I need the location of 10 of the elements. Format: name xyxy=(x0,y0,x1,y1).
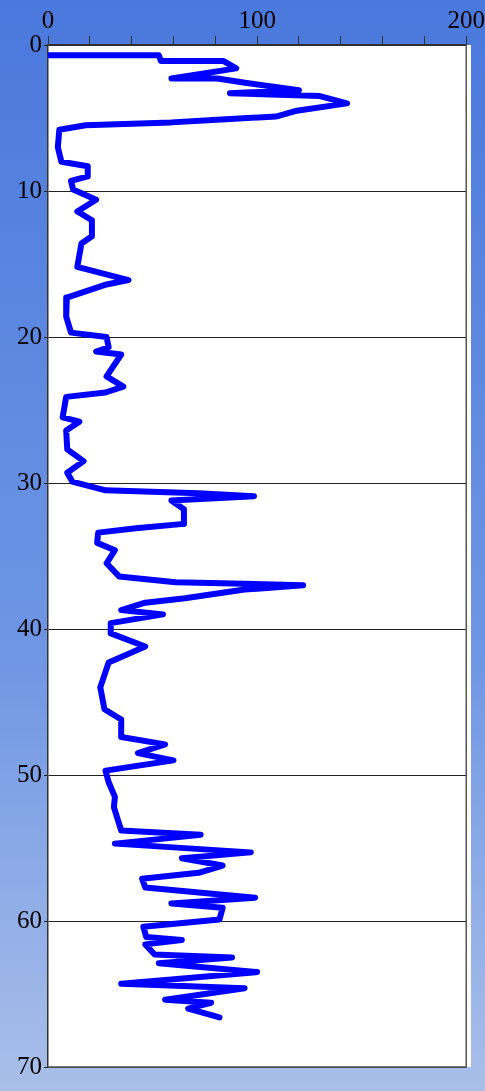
y-tick-label: 70 xyxy=(17,1051,42,1079)
y-tick-label: 50 xyxy=(17,759,42,787)
y-tick-label: 60 xyxy=(17,905,42,933)
y-tick-label: 20 xyxy=(17,321,42,349)
y-tick-label: 40 xyxy=(17,613,42,641)
x-tick-label: 100 xyxy=(238,5,276,33)
y-tick-label: 0 xyxy=(29,29,42,57)
y-tick-label: 10 xyxy=(17,175,42,203)
y-tick-label: 30 xyxy=(17,467,42,495)
x-tick-label: 200 xyxy=(447,5,485,33)
